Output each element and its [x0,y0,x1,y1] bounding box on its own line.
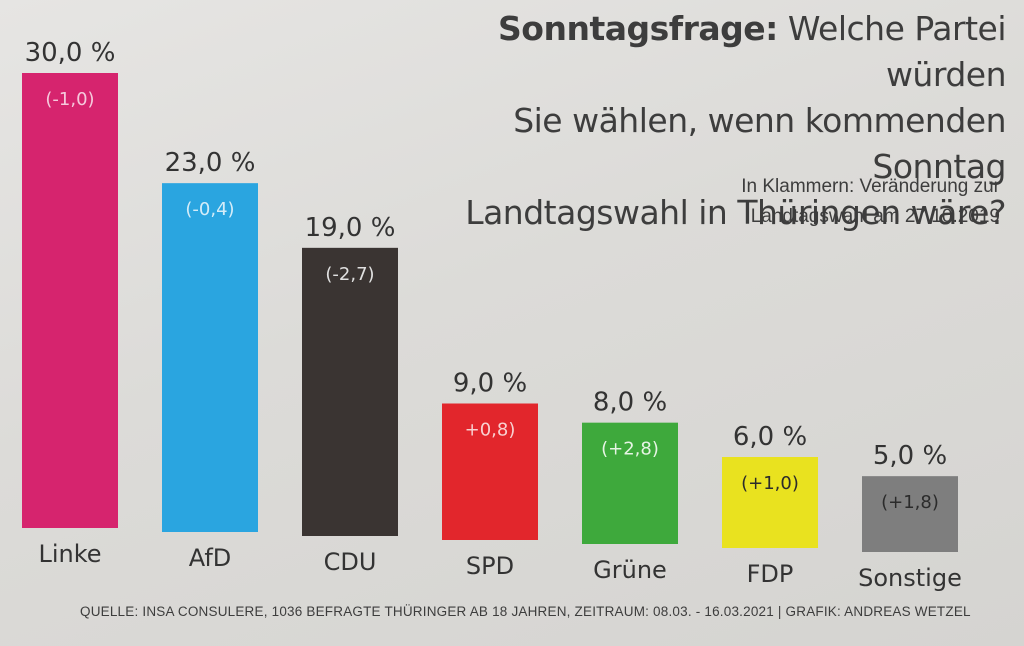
category-label-1: Linke [38,540,101,568]
bar-6 [722,457,818,548]
change-label-3: (-2,7) [325,264,374,285]
bar-3 [302,247,398,537]
category-label-7: Sonstige [858,564,962,592]
change-label-7: (+1,8) [881,492,939,513]
change-label-2: (-0,4) [185,199,234,220]
change-label-1: (-1,0) [45,89,94,110]
value-label-6: 6,0 % [733,422,807,452]
bar-1 [22,73,118,528]
subtitle-line2: Landtagswahl am 27.10.2019 [750,206,1000,227]
bar-7 [862,476,958,552]
title-bold: Sonntagsfrage: [498,9,778,48]
category-label-2: AfD [189,544,232,572]
title-line2: Sie wählen, wenn kommenden Sonntag [513,101,1006,186]
value-label-4: 9,0 % [453,369,527,399]
category-label-5: Grüne [593,556,667,584]
change-label-4: +0,8) [465,420,516,441]
title-line1: Welche Partei würden [777,9,1007,94]
value-label-2: 23,0 % [165,148,256,178]
change-label-5: (+2,8) [601,439,659,460]
change-label-6: (+1,0) [741,473,799,494]
chart-subtitle: In Klammern: Veränderung zur Landtagswah… [600,172,1000,232]
value-label-3: 19,0 % [305,213,396,243]
category-label-6: FDP [747,560,794,588]
category-label-3: CDU [324,548,377,576]
chart-title: Sonntagsfrage: Welche Partei würden Sie … [446,6,1006,236]
subtitle-line1: In Klammern: Veränderung zur [741,176,1000,197]
value-label-7: 5,0 % [873,441,947,471]
value-label-5: 8,0 % [593,388,667,418]
bar-4 [442,403,538,540]
category-label-4: SPD [466,552,514,580]
value-label-1: 30,0 % [25,38,116,68]
title-line3: Landtagswahl in Thüringen wäre? [465,193,1006,232]
bar-5 [582,422,678,544]
source-note: QUELLE: INSA CONSULERE, 1036 BEFRAGTE TH… [80,604,971,619]
bar-2 [162,183,258,532]
